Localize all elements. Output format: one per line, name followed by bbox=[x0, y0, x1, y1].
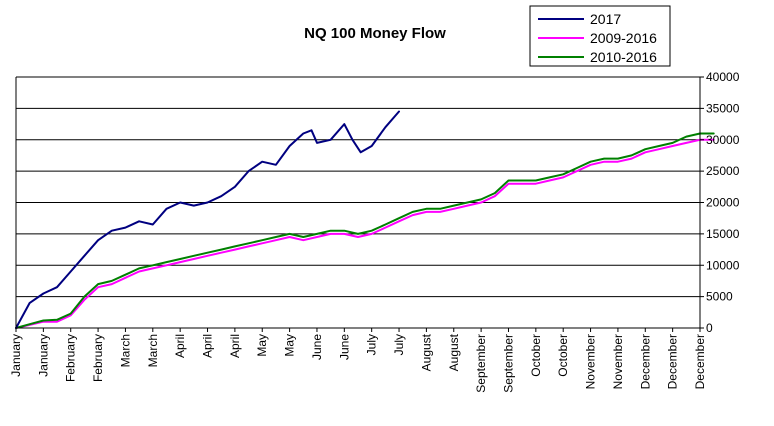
y-tick-label: 25000 bbox=[706, 164, 740, 178]
legend-label: 2010-2016 bbox=[590, 49, 657, 65]
x-tick-label: July bbox=[392, 334, 406, 355]
y-tick-label: 30000 bbox=[706, 133, 740, 147]
x-tick-label: June bbox=[310, 334, 324, 360]
x-tick-label: September bbox=[501, 334, 515, 393]
x-tick-label: February bbox=[64, 334, 78, 382]
x-tick-label: March bbox=[118, 334, 132, 367]
x-tick-label: April bbox=[173, 334, 187, 358]
y-tick-label: 35000 bbox=[706, 101, 740, 115]
series-line-2009-2016 bbox=[15, 138, 715, 329]
x-tick-label: November bbox=[584, 334, 598, 389]
y-tick-label: 0 bbox=[706, 321, 713, 335]
axes: 0 5000 10000 15000 20000 25000 30000 35000 40000… bbox=[9, 70, 740, 393]
x-tick-label: August bbox=[419, 333, 433, 371]
x-tick-label: January bbox=[9, 334, 23, 377]
x-tick-label: February bbox=[91, 334, 105, 382]
x-tick-label: April bbox=[201, 334, 215, 358]
y-tick-label: 15000 bbox=[706, 227, 740, 241]
y-tick-label: 20000 bbox=[706, 196, 740, 210]
series-line-2017 bbox=[15, 110, 400, 329]
x-tick-label: June bbox=[337, 334, 351, 360]
x-tick-label: January bbox=[36, 334, 50, 377]
x-tick-label: July bbox=[365, 334, 379, 355]
legend-label: 2017 bbox=[590, 11, 621, 27]
series-line-2010-2016 bbox=[15, 132, 715, 329]
x-tick-label: November bbox=[611, 334, 625, 389]
x-tick-label: August bbox=[447, 333, 461, 371]
x-tick-label: September bbox=[474, 334, 488, 393]
x-tick-label: December bbox=[693, 334, 707, 389]
x-tick-label: May bbox=[283, 334, 297, 357]
x-tick-label: October bbox=[529, 334, 543, 377]
legend-label: 2009-2016 bbox=[590, 30, 657, 46]
y-tick-label: 40000 bbox=[706, 70, 740, 84]
x-tick-label: December bbox=[638, 334, 652, 389]
series-lines bbox=[15, 110, 715, 329]
x-tick-label: October bbox=[556, 334, 570, 377]
legend: 2017 2009-2016 2010-2016 bbox=[529, 5, 671, 67]
y-tick-label: 5000 bbox=[706, 290, 733, 304]
chart-title: NQ 100 Money Flow bbox=[304, 25, 446, 42]
x-tick-label: April bbox=[228, 334, 242, 358]
x-tick-label: December bbox=[666, 334, 680, 389]
x-tick-label: May bbox=[255, 334, 269, 357]
y-tick-label: 10000 bbox=[706, 258, 740, 272]
x-tick-label: March bbox=[146, 334, 160, 367]
